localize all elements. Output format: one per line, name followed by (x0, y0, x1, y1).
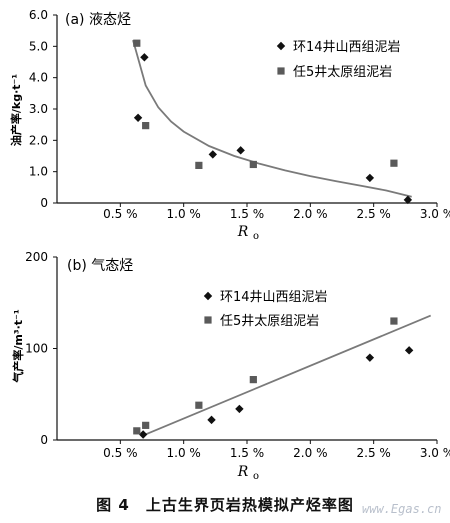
panel-liquid-hydrocarbon: 0 1.0 2.0 3.0 4.0 5.0 6.0 0.5 % 1.0 % 1.5 % 2.0 % 2… (9, 8, 450, 242)
legend-marker-square (277, 67, 285, 75)
data-point-diamond (138, 430, 148, 439)
data-point-square (249, 376, 257, 384)
data-point-diamond (236, 146, 245, 155)
y-axis-label: 油产率/kg·t⁻¹ (9, 74, 23, 146)
data-point-square (390, 159, 398, 167)
data-point-square (142, 421, 150, 429)
watermark-text: www.Egas.cn (362, 502, 442, 516)
data-point-diamond (133, 113, 143, 122)
trend-line (132, 39, 412, 198)
panel-label: (a) 液态烃 (65, 12, 131, 28)
y-tick-label: 5.0 (29, 39, 48, 53)
figure-caption: 图 4 上古生界页岩热模拟产烃率图 (96, 496, 354, 514)
data-point-diamond (235, 404, 244, 414)
legend-label: 环14井山西组泥岩 (220, 290, 328, 305)
data-point-square (249, 160, 257, 169)
x-tick-label: 1.0 % (167, 207, 201, 221)
x-tick-label: 2.0 % (293, 207, 327, 221)
data-point-square (195, 401, 203, 409)
y-tick-label: 0 (40, 433, 48, 447)
y-tick-label: 3.0 (29, 102, 48, 116)
y-tick-label: 1.0 (29, 165, 48, 179)
y-tick-label: 4.0 (29, 71, 48, 85)
x-tick-label: 0.5 % (103, 446, 137, 460)
data-point-square (142, 122, 150, 130)
data-point-square (133, 39, 141, 47)
data-point-diamond (403, 195, 413, 205)
x-axis-label-subscript: o (253, 231, 259, 242)
data-point-square (133, 427, 141, 435)
x-tick-label: 2.0 % (293, 446, 327, 460)
data-point-diamond (365, 353, 375, 362)
x-axis-label-subscript: o (253, 471, 259, 482)
x-axis-label: R (237, 224, 249, 240)
data-point-square (195, 161, 203, 169)
x-tick-label: 1.5 % (230, 446, 264, 460)
legend-label: 任5井太原组泥岩 (293, 65, 392, 80)
x-tick-label: 3.0 % (420, 207, 450, 221)
data-point-diamond (208, 150, 217, 159)
x-tick-label: 1.5 % (230, 207, 264, 221)
y-tick-label: 200 (25, 250, 48, 264)
legend-marker-diamond (203, 291, 213, 301)
y-tick-label: 100 (25, 342, 48, 356)
x-tick-label: 2.5 % (357, 207, 391, 221)
y-tick-label: 0 (40, 196, 48, 210)
x-tick-label: 0.5 % (103, 207, 137, 221)
legend-marker-square (204, 316, 212, 324)
x-tick-label: 2.5 % (357, 446, 391, 460)
data-point-diamond (404, 346, 414, 355)
trend-line (142, 314, 432, 437)
legend-label: 环14井山西组泥岩 (293, 40, 401, 55)
data-point-diamond (365, 173, 375, 183)
legend-marker-diamond (276, 41, 286, 51)
legend-label: 任5井太原组泥岩 (220, 314, 319, 329)
panel-gaseous-hydrocarbon: 0 100 200 0.5 % 1.0 % 1.5 % 2.0 % 2.5 % 3.0 % Ro 气… (11, 250, 450, 482)
data-point-diamond (207, 415, 216, 425)
x-tick-label: 1.0 % (167, 446, 201, 460)
panel-label: (b) 气态烃 (67, 258, 133, 274)
y-tick-label: 6.0 (29, 8, 48, 22)
y-axis-label: 气产率/m³·t⁻¹ (11, 309, 25, 384)
y-tick-label: 2.0 (29, 133, 48, 147)
data-point-diamond (140, 53, 149, 62)
x-tick-label: 3.0 % (420, 446, 450, 460)
data-point-square (390, 317, 398, 325)
x-axis-label: R (237, 464, 249, 480)
